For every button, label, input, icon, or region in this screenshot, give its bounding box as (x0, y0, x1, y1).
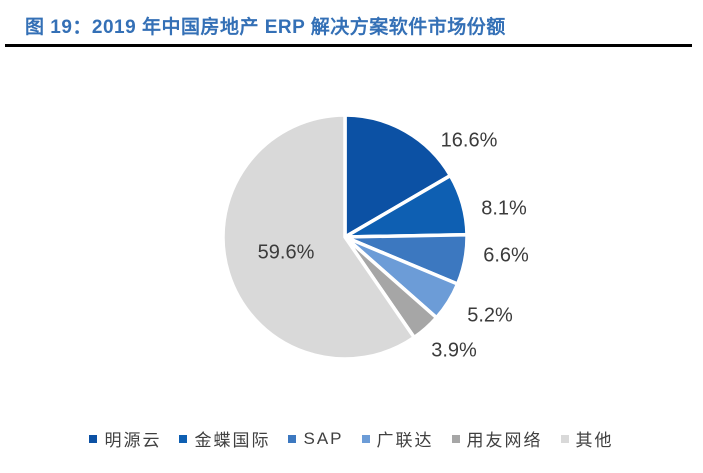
chart-legend: 明源云 金蝶国际 SAP 广联达 用友网络 其他 (0, 426, 703, 451)
figure-title: 图 19：2019 年中国房地产 ERP 解决方案软件市场份额 (25, 17, 506, 38)
legend-label-yonyou: 用友网络 (466, 431, 543, 450)
legend-item-others: 其他 (560, 426, 614, 451)
legend-item-kingdee: 金蝶国际 (179, 426, 270, 451)
legend-label-kingdee: 金蝶国际 (194, 431, 271, 450)
legend-label-mingyuan: 明源云 (104, 431, 162, 450)
legend-label-others: 其他 (575, 431, 614, 450)
title-underline (5, 44, 692, 47)
legend-swatch-mingyuan (89, 434, 98, 443)
slice-label-glodon: 5.2% (467, 304, 513, 327)
legend-swatch-sap (288, 434, 297, 443)
legend-swatch-glodon (361, 434, 370, 443)
pie-slice-明源云 (343, 113, 453, 241)
slice-label-yonyou: 3.9% (431, 339, 477, 362)
legend-item-sap: SAP (288, 429, 343, 449)
legend-swatch-yonyou (451, 434, 460, 443)
legend-label-sap: SAP (303, 428, 344, 448)
slice-label-kingdee: 8.1% (481, 197, 527, 220)
legend-swatch-others (560, 434, 569, 443)
legend-swatch-kingdee (179, 434, 188, 443)
slice-label-sap: 6.6% (483, 244, 529, 267)
slice-label-mingyuan: 16.6% (440, 129, 498, 152)
pie-slice-其他 (221, 113, 417, 361)
legend-item-glodon: 广联达 (361, 426, 434, 451)
legend-item-mingyuan: 明源云 (89, 426, 161, 451)
slice-label-others: 59.6% (257, 241, 315, 264)
legend-item-yonyou: 用友网络 (451, 426, 543, 451)
legend-label-glodon: 广联达 (376, 431, 434, 450)
